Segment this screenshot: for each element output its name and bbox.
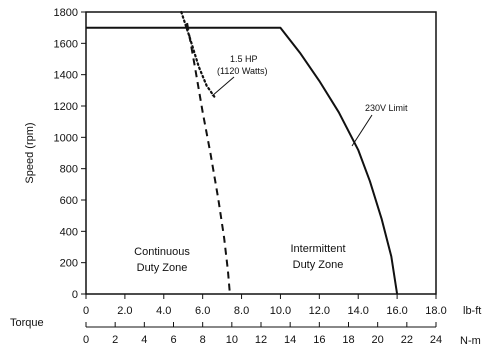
x-lbft-tick-label: 6.0 — [195, 305, 210, 317]
x-lbft-tick-label: 12.0 — [309, 305, 330, 317]
plot-frame — [85, 11, 437, 295]
annotation-watts: (1120 Watts) — [217, 66, 268, 76]
x-axis-lbft-ticks: 0 2.0 4.0 6.0 8.0 10.0 12.0 14.0 16.0 18.0 — [83, 294, 447, 317]
x-lbft-tick-label: 8.0 — [234, 305, 249, 317]
y-tick-label: 1000 — [54, 132, 78, 144]
x-nm-tick-label: 24 — [430, 334, 442, 346]
y-tick-label: 1400 — [54, 70, 78, 82]
x-nm-tick-label: 2 — [112, 334, 118, 346]
x-lbft-tick-label: 18.0 — [425, 305, 446, 317]
y-axis-title: Speed (rpm) — [24, 122, 36, 183]
zone-intermittent-line2: Duty Zone — [293, 259, 344, 271]
x-lbft-tick-label: 2.0 — [117, 305, 132, 317]
x-lbft-tick-label: 10.0 — [270, 305, 291, 317]
y-tick-label: 400 — [60, 226, 78, 238]
x-nm-tick-label: 20 — [372, 334, 384, 346]
x-nm-tick-label: 6 — [170, 334, 176, 346]
zone-continuous-line2: Duty Zone — [137, 262, 188, 274]
series-power-curve-1-5hp — [180, 10, 216, 98]
annotation-hp-pointer — [211, 76, 235, 97]
x-lbft-tick-label: 4.0 — [156, 305, 171, 317]
y-tick-label: 800 — [60, 164, 78, 176]
x-nm-tick-label: 0 — [83, 334, 89, 346]
y-tick-label: 1200 — [54, 101, 78, 113]
nm-unit-label: N-m — [460, 335, 481, 347]
lbft-unit-label: lb-ft — [463, 305, 481, 317]
annotation-hp: 1.5 HP — [230, 54, 258, 64]
annotation-limit-pointer — [351, 114, 373, 147]
y-tick-label: 200 — [60, 258, 78, 270]
series-group — [86, 10, 399, 295]
x-nm-tick-label: 10 — [226, 334, 238, 346]
y-tick-label: 0 — [72, 289, 78, 301]
x-nm-tick-label: 16 — [313, 334, 325, 346]
x-nm-tick-label: 8 — [200, 334, 206, 346]
zone-intermittent-line1: Intermittent — [290, 243, 345, 255]
x-nm-tick-label: 14 — [284, 334, 296, 346]
series-continuous-limit — [186, 22, 231, 295]
x-nm-tick-label: 22 — [401, 334, 413, 346]
series-intermittent-limit — [86, 26, 399, 295]
zone-continuous-line1: Continuous — [134, 246, 190, 258]
torque-label: Torque — [10, 317, 44, 329]
x-axis-nm-ticks: 0 2 4 6 8 10 12 14 16 18 20 22 24 — [83, 322, 442, 346]
y-tick-label: 600 — [60, 195, 78, 207]
x-lbft-tick-label: 14.0 — [348, 305, 369, 317]
y-axis-ticks: 0 200 400 600 800 1000 1200 1400 1600 1800 — [54, 7, 86, 301]
x-nm-tick-label: 18 — [342, 334, 354, 346]
x-nm-tick-label: 4 — [141, 334, 147, 346]
y-tick-label: 1800 — [54, 7, 78, 19]
y-tick-label: 1600 — [54, 38, 78, 50]
x-lbft-tick-label: 16.0 — [386, 305, 407, 317]
x-nm-tick-label: 12 — [255, 334, 267, 346]
x-lbft-tick-label: 0 — [83, 305, 89, 317]
annotation-limit: 230V Limit — [365, 103, 408, 113]
